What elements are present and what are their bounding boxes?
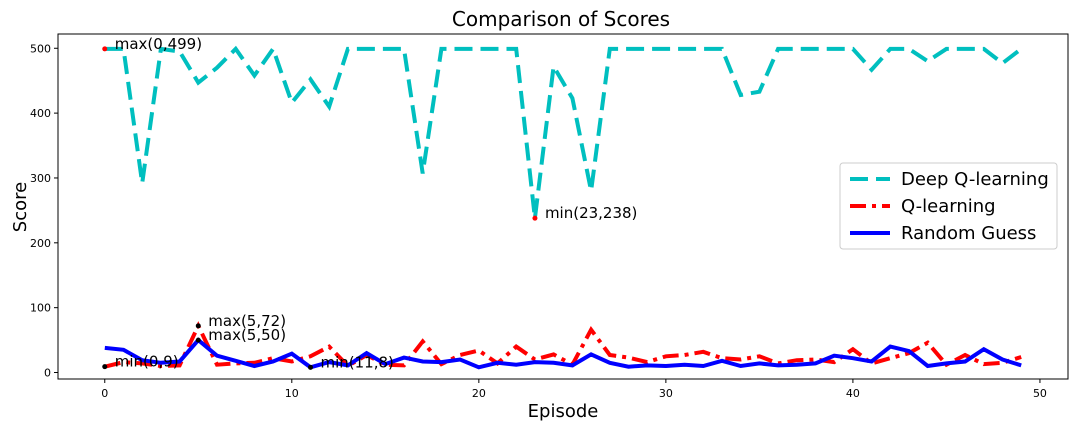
- legend-box: [839, 162, 1058, 250]
- annotation-label: max(5,72): [208, 312, 286, 330]
- series-layer: [104, 44, 1023, 370]
- x-axis-label: Episode: [528, 401, 599, 422]
- y-tick-label: 300: [30, 172, 51, 185]
- legend-label: Q-learning: [901, 196, 996, 217]
- legend-label: Random Guess: [901, 223, 1036, 244]
- annotation-point: [195, 323, 201, 329]
- x-tick-label: 30: [659, 387, 673, 400]
- annotation-point: [195, 337, 201, 343]
- annotation-label: max(0,499): [115, 35, 202, 53]
- x-tick-label: 40: [846, 387, 860, 400]
- y-tick-label: 200: [30, 237, 51, 250]
- x-axis: 0 10 20 30 40 50: [101, 379, 1047, 400]
- annotation-label: min(11,8): [321, 353, 394, 371]
- annotation-label: min(23,238): [545, 204, 637, 222]
- y-axis: 0 100 200 300 400 500: [30, 42, 58, 380]
- x-tick-label: 50: [1033, 387, 1047, 400]
- annotation-point: [532, 215, 538, 221]
- plot-frame: [57, 33, 1069, 380]
- y-tick-label: 500: [30, 42, 51, 55]
- annotation-label: min(0,9): [115, 353, 179, 371]
- x-tick-label: 20: [472, 387, 486, 400]
- series-line-deep-q-learning: [104, 44, 1023, 219]
- annotations: max(0,499) min(23,238) max(5,72) min(0,9) ma…: [102, 35, 637, 371]
- y-tick-label: 0: [44, 367, 51, 380]
- y-axis-label: Score: [10, 182, 31, 232]
- chart-title: Comparison of Scores: [452, 7, 670, 31]
- legend: Deep Q-learning Q-learning Random Guess: [839, 162, 1058, 250]
- annotation-point: [102, 46, 108, 52]
- y-tick-label: 100: [30, 302, 51, 315]
- x-tick-label: 10: [285, 387, 299, 400]
- annotation-point: [102, 364, 108, 370]
- legend-label: Deep Q-learning: [901, 169, 1049, 190]
- series-line-random-guess: [104, 337, 1022, 370]
- y-tick-label: 400: [30, 107, 51, 120]
- annotation-label: max(5,50): [208, 326, 286, 344]
- x-tick-label: 0: [101, 387, 108, 400]
- annotation-point: [308, 364, 313, 370]
